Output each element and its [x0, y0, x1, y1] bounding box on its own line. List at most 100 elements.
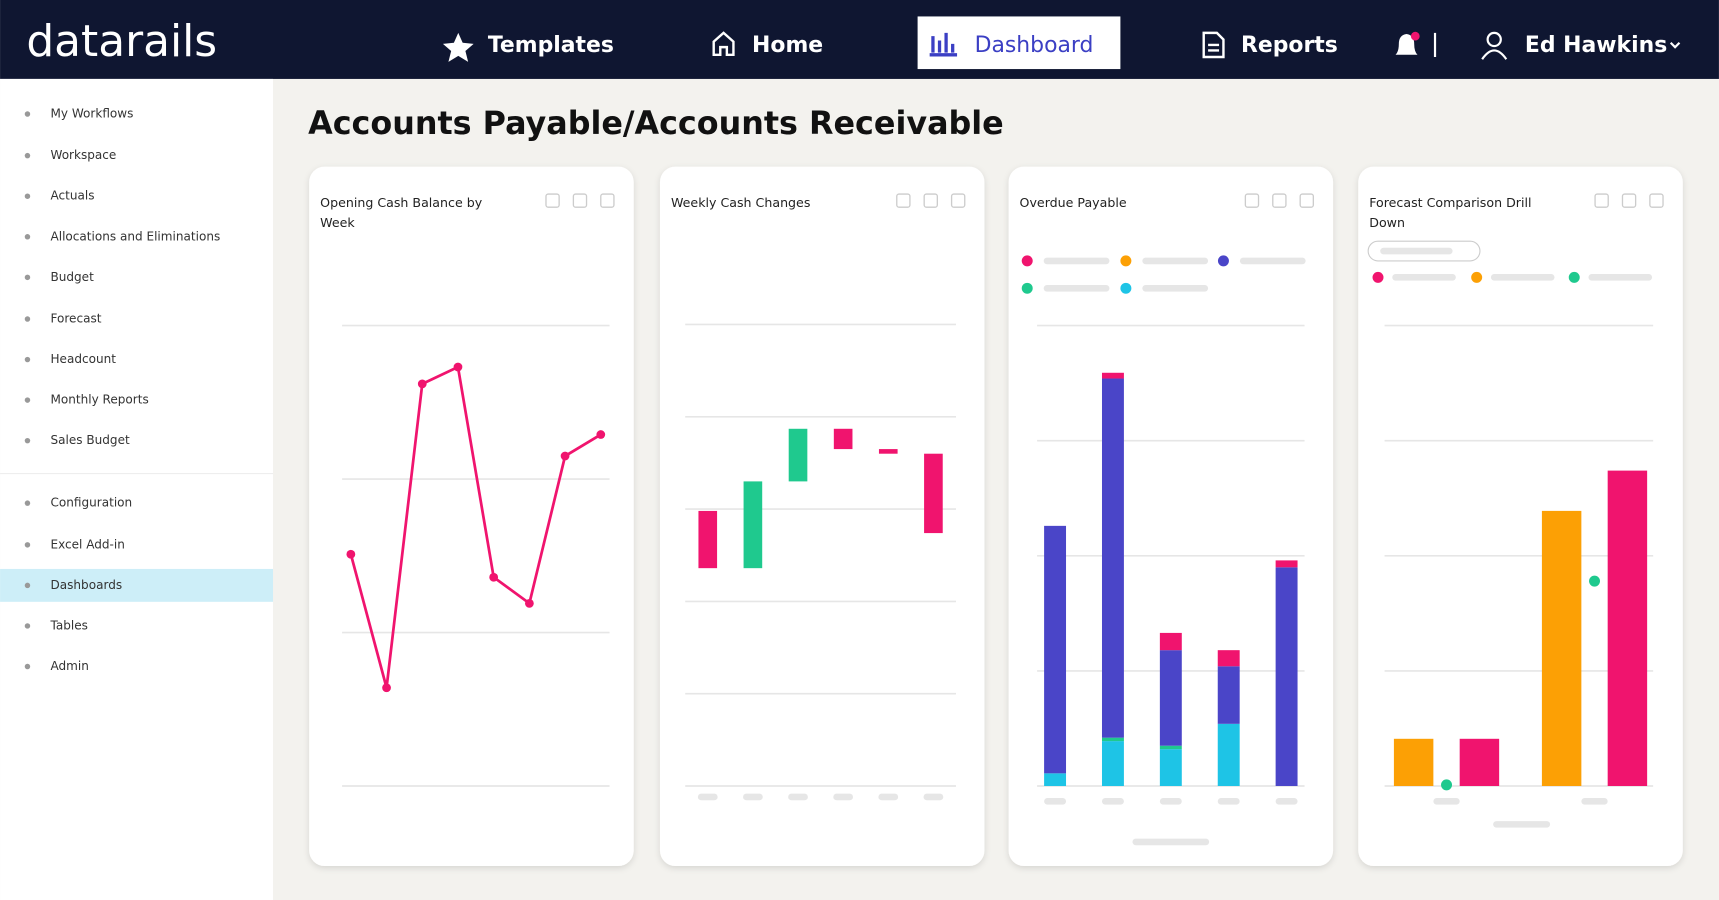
sidebar-selected [0, 568, 274, 602]
legend-dot [1471, 271, 1483, 283]
sidebar-item[interactable]: Actuals [50, 189, 94, 203]
card-tool[interactable] [896, 193, 911, 208]
legend-dot [1120, 255, 1132, 267]
bar-segment [1159, 745, 1182, 750]
chart-title: Overdue Payable [1019, 195, 1127, 211]
sidebar-icon [24, 582, 31, 589]
chart-title: Opening Cash Balance by Week [320, 195, 483, 231]
sidebar-item[interactable]: Workspace [50, 148, 116, 162]
nav-home[interactable]: Home [752, 33, 823, 58]
placeholder [1588, 274, 1653, 281]
bar-segment [1159, 650, 1182, 746]
waterfall-bar [788, 428, 808, 482]
bar-segment [1217, 723, 1240, 786]
chart-card: Overdue Payable [1008, 166, 1334, 867]
bar [1541, 510, 1582, 786]
dashboard-icon [929, 32, 958, 57]
sidebar-item[interactable]: Dashboards [50, 578, 122, 592]
card [1008, 166, 1334, 867]
sidebar-item[interactable]: Forecast [50, 312, 101, 326]
bar-segment [1159, 749, 1182, 786]
card-tool[interactable] [1299, 193, 1314, 208]
sidebar-icon [24, 542, 31, 548]
bar [1607, 470, 1648, 786]
user-caret[interactable] [1669, 41, 1681, 49]
placeholder [1217, 798, 1240, 805]
line-point [596, 430, 606, 439]
placeholder [1142, 285, 1209, 292]
sidebar-item[interactable]: My Workflows [50, 107, 133, 121]
sidebar-item[interactable]: Budget [50, 270, 94, 284]
card-tool[interactable] [923, 193, 938, 208]
placeholder [1490, 274, 1555, 281]
sidebar-item[interactable]: Admin [50, 659, 88, 673]
card-tool[interactable] [1244, 193, 1260, 208]
legend-dot [1568, 271, 1580, 283]
card-tool[interactable] [1649, 193, 1664, 208]
user-name[interactable]: Ed Hawkins [1525, 33, 1667, 58]
placeholder [697, 793, 718, 801]
sidebar-icon [24, 397, 31, 403]
card-tool[interactable] [1594, 193, 1609, 208]
sidebar-item[interactable]: Configuration [50, 496, 132, 510]
logo[interactable]: datarails [26, 16, 217, 67]
card [309, 166, 634, 867]
nav-dashboard[interactable]: Dashboard [975, 33, 1094, 58]
sidebar-item[interactable]: Excel Add-in [50, 537, 124, 551]
card-tool[interactable] [1272, 193, 1287, 208]
bar-segment [1275, 560, 1298, 568]
card-tool[interactable] [600, 193, 615, 208]
sidebar-item[interactable]: Tables [49, 618, 87, 632]
waterfall-bar [698, 510, 718, 569]
bar [1393, 738, 1434, 786]
bar-segment [1217, 666, 1240, 724]
placeholder [1239, 257, 1306, 265]
line-point [382, 683, 391, 693]
nav-templates[interactable]: Templates [488, 33, 614, 58]
waterfall-bar [833, 428, 853, 450]
reports-icon [1202, 31, 1225, 59]
sidebar-icon [24, 437, 31, 444]
waterfall-bar [924, 453, 943, 534]
bar-segment [1101, 737, 1124, 742]
placeholder [1493, 821, 1551, 828]
placeholder [1392, 274, 1456, 281]
card-tool[interactable] [545, 193, 560, 208]
sidebar-item[interactable]: Headcount [50, 352, 116, 366]
sidebar-item[interactable]: Sales Budget [50, 433, 129, 447]
legend-dot [1120, 282, 1132, 294]
legend-dot [1021, 255, 1033, 267]
placeholder [923, 793, 944, 801]
nav-reports[interactable]: Reports [1241, 33, 1338, 58]
placeholder [1101, 798, 1124, 805]
bar-segment [1044, 773, 1067, 786]
line-point [453, 362, 463, 372]
chart-card: Opening Cash Balance by Week [309, 166, 634, 867]
card-tool[interactable] [1621, 193, 1637, 208]
chart-title-box: Opening Cash Balance by Week [320, 195, 483, 231]
chart-title-box: Forecast Comparison Drill Down [1369, 195, 1531, 230]
bell-icon[interactable] [1395, 33, 1418, 55]
sidebar-item[interactable]: Allocations and Eliminations [50, 229, 220, 243]
sidebar [0, 78, 274, 900]
placeholder [1159, 798, 1182, 805]
legend-dot [1217, 255, 1229, 267]
line [349, 365, 602, 689]
sidebar-icon [24, 152, 31, 159]
bell-badge [1410, 31, 1420, 41]
home-icon [712, 31, 735, 57]
waterfall-bar [743, 481, 763, 569]
placeholder [1043, 257, 1110, 265]
sidebar-item[interactable]: Monthly Reports [50, 393, 148, 407]
placeholder [1581, 798, 1608, 805]
line-point [417, 379, 427, 389]
card [659, 166, 985, 867]
line-point [346, 549, 356, 559]
placeholder [1142, 257, 1209, 265]
bar-segment [1101, 741, 1124, 786]
line-point [560, 451, 570, 461]
card-tool[interactable] [950, 193, 966, 208]
user-icon-body [1481, 49, 1508, 60]
card-tool[interactable] [572, 193, 588, 208]
card [1358, 166, 1683, 867]
